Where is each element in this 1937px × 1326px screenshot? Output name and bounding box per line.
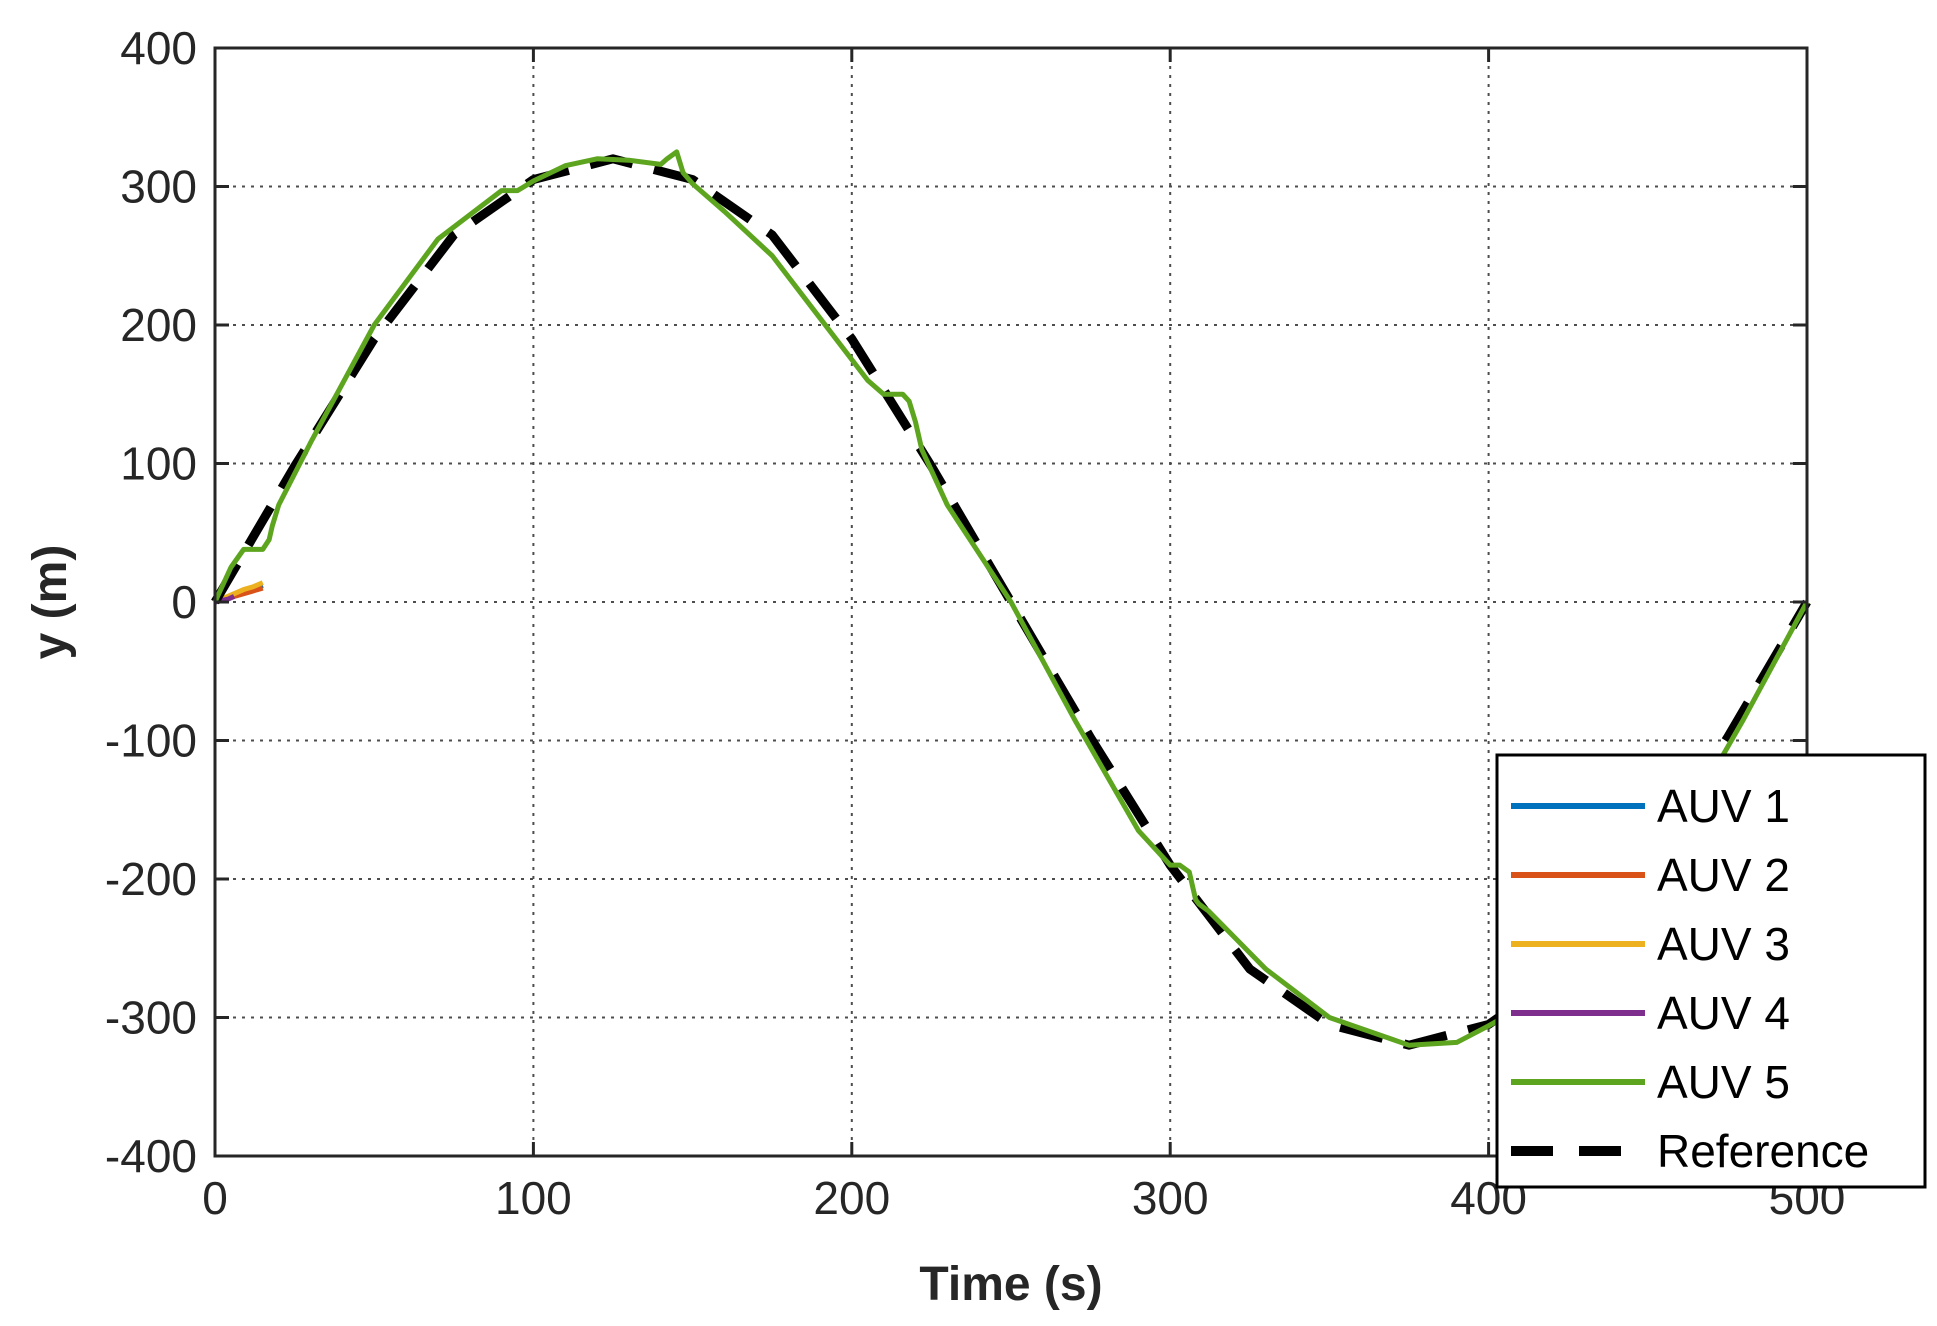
y-tick-label: -100 <box>105 715 197 767</box>
legend-label-auv-2: AUV 2 <box>1657 849 1790 901</box>
x-tick-label: 0 <box>202 1172 228 1224</box>
y-tick-label: 300 <box>120 161 197 213</box>
legend-label-reference: Reference <box>1657 1125 1869 1177</box>
legend-label-auv-4: AUV 4 <box>1657 987 1790 1039</box>
y-axis-title: y (m) <box>24 545 77 660</box>
y-tick-label: -300 <box>105 992 197 1044</box>
x-tick-label: 300 <box>1132 1172 1209 1224</box>
legend-label-auv-3: AUV 3 <box>1657 918 1790 970</box>
axis-ticks: 0 100 200 300 400 500-400-300-200-10001002003… <box>105 22 1845 1224</box>
legend-label-auv-5: AUV 5 <box>1657 1056 1790 1108</box>
y-tick-label: 200 <box>120 299 197 351</box>
y-tick-label: -200 <box>105 853 197 905</box>
y-tick-label: -400 <box>105 1130 197 1182</box>
legend-label-auv-1: AUV 1 <box>1657 780 1790 832</box>
y-tick-label: 400 <box>120 22 197 74</box>
legend: AUV 1 AUV 2 AUV 3 AUV 4 AUV 5 Reference <box>1495 753 1927 1189</box>
x-tick-label: 200 <box>813 1172 890 1224</box>
legend-box <box>1495 753 1927 1189</box>
y-tick-label: 0 <box>171 576 197 628</box>
x-axis-title: Time (s) <box>919 1258 1102 1311</box>
series-line-auv-5 <box>212 149 1810 1048</box>
x-tick-label: 100 <box>495 1172 572 1224</box>
y-tick-label: 100 <box>120 438 197 490</box>
